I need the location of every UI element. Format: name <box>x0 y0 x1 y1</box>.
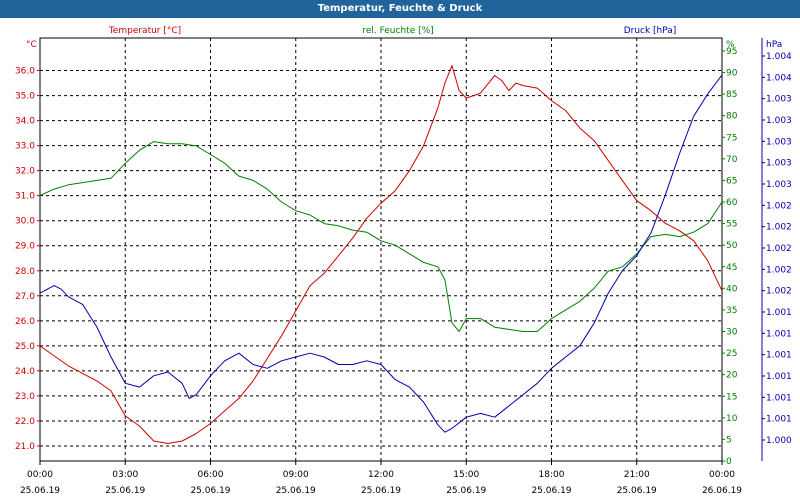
humidity-tick-label: 20 <box>726 371 738 381</box>
temperature-tick-label: 23.0 <box>15 392 35 402</box>
temperature-tick-label: 22.0 <box>15 417 35 427</box>
humidity-tick-label: 65 <box>726 176 737 186</box>
temperature-tick-label: 30.0 <box>15 217 35 227</box>
x-tick-time: 00:00 <box>709 470 735 480</box>
axes: 00:00 25.06.19 03:00 25.06.19 06:00 25.06.19 0… <box>15 26 792 496</box>
humidity-tick-label: 85 <box>726 90 737 100</box>
x-tick-date: 25.06.19 <box>531 486 571 496</box>
temperature-tick-label: 29.0 <box>15 242 35 252</box>
pressure-tick-label: 1.001 <box>766 393 792 403</box>
temperature-axis-title: Temperatur [°C] <box>108 26 181 36</box>
humidity-tick-label: 25 <box>726 349 737 359</box>
humidity-tick-label: 75 <box>726 133 737 143</box>
pressure-unit-label: hPa <box>766 40 782 50</box>
humidity-tick-label: 50 <box>726 241 738 251</box>
humidity-axis-title: rel. Feuchte [%] <box>362 26 433 36</box>
pressure-tick-label: 1.003 <box>766 95 792 105</box>
x-tick-time: 06:00 <box>198 470 224 480</box>
pressure-tick-label: 1.002 <box>766 265 792 275</box>
pressure-tick-label: 1.001 <box>766 329 792 339</box>
humidity-tick-label: 70 <box>726 155 738 165</box>
temperature-series-line <box>39 65 723 444</box>
chart-title: Temperatur, Feuchte & Druck <box>0 0 800 18</box>
humidity-tick-label: 55 <box>726 220 737 230</box>
x-tick-time: 18:00 <box>539 470 565 480</box>
humidity-tick-label: 5 <box>726 435 732 445</box>
humidity-tick-label: 35 <box>726 306 737 316</box>
humidity-tick-label: 95 <box>726 47 737 57</box>
humidity-tick-label: 30 <box>726 328 738 338</box>
x-tick-date: 25.06.19 <box>446 486 486 496</box>
chart-canvas: 00:00 25.06.19 03:00 25.06.19 06:00 25.06.19 0… <box>15 26 792 496</box>
x-tick-date: 26.06.19 <box>702 486 742 496</box>
temperature-tick-label: 25.0 <box>15 342 35 352</box>
temperature-tick-label: 35.0 <box>15 92 35 102</box>
pressure-tick-label: 1.001 <box>766 351 792 361</box>
pressure-tick-label: 1.002 <box>766 201 792 211</box>
humidity-tick-label: 40 <box>726 284 738 294</box>
temperature-tick-label: 32.0 <box>15 167 35 177</box>
temperature-unit-label: °C <box>26 40 37 50</box>
pressure-tick-label: 1.004 <box>766 52 792 62</box>
humidity-tick-label: 10 <box>726 414 738 424</box>
x-tick-time: 12:00 <box>368 470 394 480</box>
pressure-series-line <box>39 74 723 433</box>
temperature-tick-label: 36.0 <box>15 67 35 77</box>
humidity-tick-label: 60 <box>726 198 738 208</box>
pressure-tick-label: 1.004 <box>766 73 792 83</box>
humidity-tick-label: 0 <box>726 457 732 467</box>
x-tick-time: 00:00 <box>27 470 53 480</box>
x-tick-time: 03:00 <box>112 470 138 480</box>
x-tick-time: 09:00 <box>283 470 309 480</box>
pressure-tick-label: 1.003 <box>766 137 792 147</box>
x-tick-date: 25.06.19 <box>361 486 401 496</box>
series <box>39 65 723 444</box>
x-tick-date: 25.06.19 <box>20 486 60 496</box>
pressure-tick-label: 1.001 <box>766 415 792 425</box>
humidity-tick-label: 80 <box>726 112 738 122</box>
pressure-axis-title: Druck [hPa] <box>624 26 677 36</box>
x-tick-time: 15:00 <box>453 470 479 480</box>
humidity-series-line <box>39 141 723 332</box>
humidity-tick-label: 90 <box>726 69 738 79</box>
temperature-tick-label: 31.0 <box>15 192 35 202</box>
x-tick-date: 25.06.19 <box>617 486 657 496</box>
pressure-tick-label: 1.000 <box>766 436 792 446</box>
pressure-tick-label: 1.002 <box>766 287 792 297</box>
x-tick-date: 25.06.19 <box>105 486 145 496</box>
temperature-tick-label: 26.0 <box>15 317 35 327</box>
temperature-tick-label: 34.0 <box>15 117 35 127</box>
pressure-tick-label: 1.001 <box>766 308 792 318</box>
temperature-tick-label: 21.0 <box>15 442 35 452</box>
temperature-tick-label: 28.0 <box>15 267 35 277</box>
humidity-tick-label: 15 <box>726 392 737 402</box>
temperature-tick-label: 33.0 <box>15 142 35 152</box>
pressure-tick-label: 1.001 <box>766 372 792 382</box>
x-tick-date: 25.06.19 <box>276 486 316 496</box>
pressure-tick-label: 1.002 <box>766 223 792 233</box>
x-tick-time: 21:00 <box>624 470 650 480</box>
pressure-tick-label: 1.003 <box>766 159 792 169</box>
pressure-tick-label: 1.003 <box>766 180 792 190</box>
humidity-tick-label: 45 <box>726 263 737 273</box>
x-tick-date: 25.06.19 <box>190 486 230 496</box>
temperature-tick-label: 27.0 <box>15 292 35 302</box>
grid <box>40 38 722 461</box>
pressure-tick-label: 1.003 <box>766 116 792 126</box>
temperature-tick-label: 24.0 <box>15 367 35 377</box>
humidity-unit-label: % <box>726 40 735 50</box>
pressure-tick-label: 1.002 <box>766 244 792 254</box>
